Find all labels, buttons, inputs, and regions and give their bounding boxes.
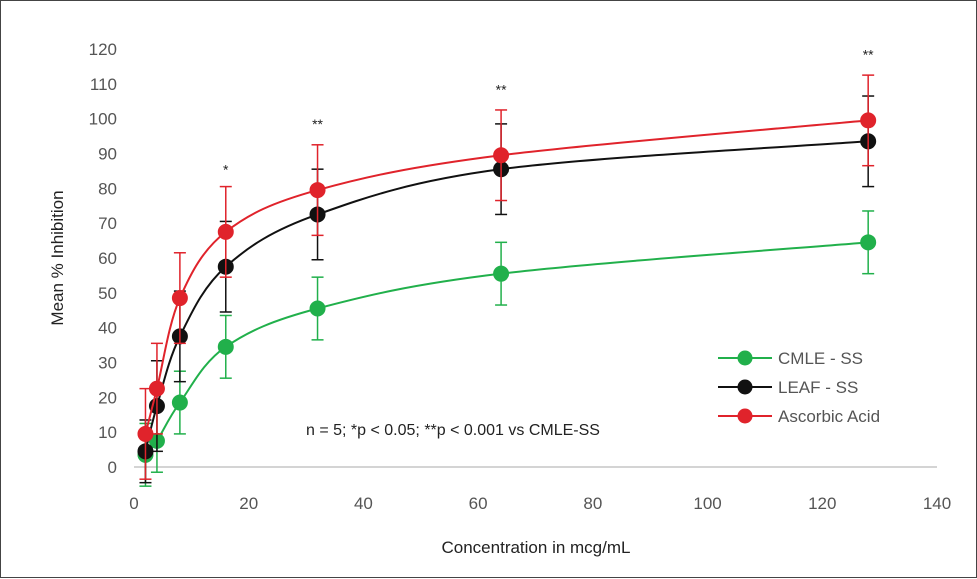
data-point bbox=[217, 223, 234, 240]
significance-marker: * bbox=[223, 161, 229, 177]
y-tick-label: 0 bbox=[108, 458, 117, 477]
y-tick-label: 60 bbox=[98, 249, 117, 268]
legend-item: CMLE - SS bbox=[718, 349, 863, 368]
series-layer: ******* bbox=[137, 46, 877, 487]
legend-label: LEAF - SS bbox=[778, 378, 858, 397]
data-point bbox=[171, 394, 188, 411]
y-tick-label: 30 bbox=[98, 354, 117, 373]
x-tick-label: 60 bbox=[469, 494, 488, 513]
x-axis-label: Concentration in mcg/mL bbox=[442, 538, 631, 557]
stats-annotation: n = 5; *p < 0.05; **p < 0.001 vs CMLE-SS bbox=[306, 422, 600, 439]
x-tick-label: 120 bbox=[808, 494, 836, 513]
data-point bbox=[217, 338, 234, 355]
series-1 bbox=[137, 210, 877, 487]
y-tick-label: 120 bbox=[89, 40, 117, 59]
x-tick-label: 100 bbox=[693, 494, 721, 513]
data-point bbox=[860, 234, 877, 251]
axes: 0 20 40 60 80 100 120 140 0 10 20 30 40 50 60 70 80 90 100… bbox=[89, 40, 952, 513]
y-tick-label: 20 bbox=[98, 388, 117, 407]
x-tick-label: 80 bbox=[583, 494, 602, 513]
series-line bbox=[144, 241, 869, 456]
data-point bbox=[860, 112, 877, 129]
series-3 bbox=[137, 74, 877, 480]
data-point bbox=[309, 300, 326, 317]
y-tick-label: 100 bbox=[89, 110, 117, 129]
significance-marker: ** bbox=[496, 81, 507, 97]
x-tick-label: 0 bbox=[129, 494, 138, 513]
legend-swatch-marker bbox=[737, 379, 753, 395]
data-point bbox=[493, 265, 510, 282]
data-point bbox=[309, 182, 326, 199]
y-tick-label: 10 bbox=[98, 423, 117, 442]
data-point bbox=[171, 290, 188, 307]
series-line bbox=[144, 140, 869, 452]
x-tick-label: 20 bbox=[239, 494, 258, 513]
y-tick-label: 80 bbox=[98, 179, 117, 198]
legend-label: CMLE - SS bbox=[778, 349, 863, 368]
x-tick-label: 140 bbox=[923, 494, 951, 513]
y-tick-label: 70 bbox=[98, 214, 117, 233]
significance-marker: ** bbox=[312, 116, 323, 132]
legend-swatch-marker bbox=[737, 408, 753, 424]
data-point bbox=[148, 380, 165, 397]
legend-label: Ascorbic Acid bbox=[778, 407, 880, 426]
legend: CMLE - SS LEAF - SS Ascorbic Acid bbox=[718, 349, 880, 426]
y-tick-label: 40 bbox=[98, 319, 117, 338]
legend-item: Ascorbic Acid bbox=[718, 407, 880, 426]
significance-marker: ** bbox=[863, 46, 874, 62]
y-axis-label: Mean % Inhibition bbox=[48, 190, 67, 325]
legend-item: LEAF - SS bbox=[718, 378, 858, 397]
y-tick-label: 50 bbox=[98, 284, 117, 303]
legend-swatch-marker bbox=[737, 350, 753, 366]
data-point bbox=[493, 147, 510, 164]
series-line bbox=[144, 119, 869, 435]
y-tick-label: 90 bbox=[98, 145, 117, 164]
x-tick-label: 40 bbox=[354, 494, 373, 513]
y-tick-label: 110 bbox=[90, 75, 117, 94]
data-point bbox=[137, 425, 154, 442]
